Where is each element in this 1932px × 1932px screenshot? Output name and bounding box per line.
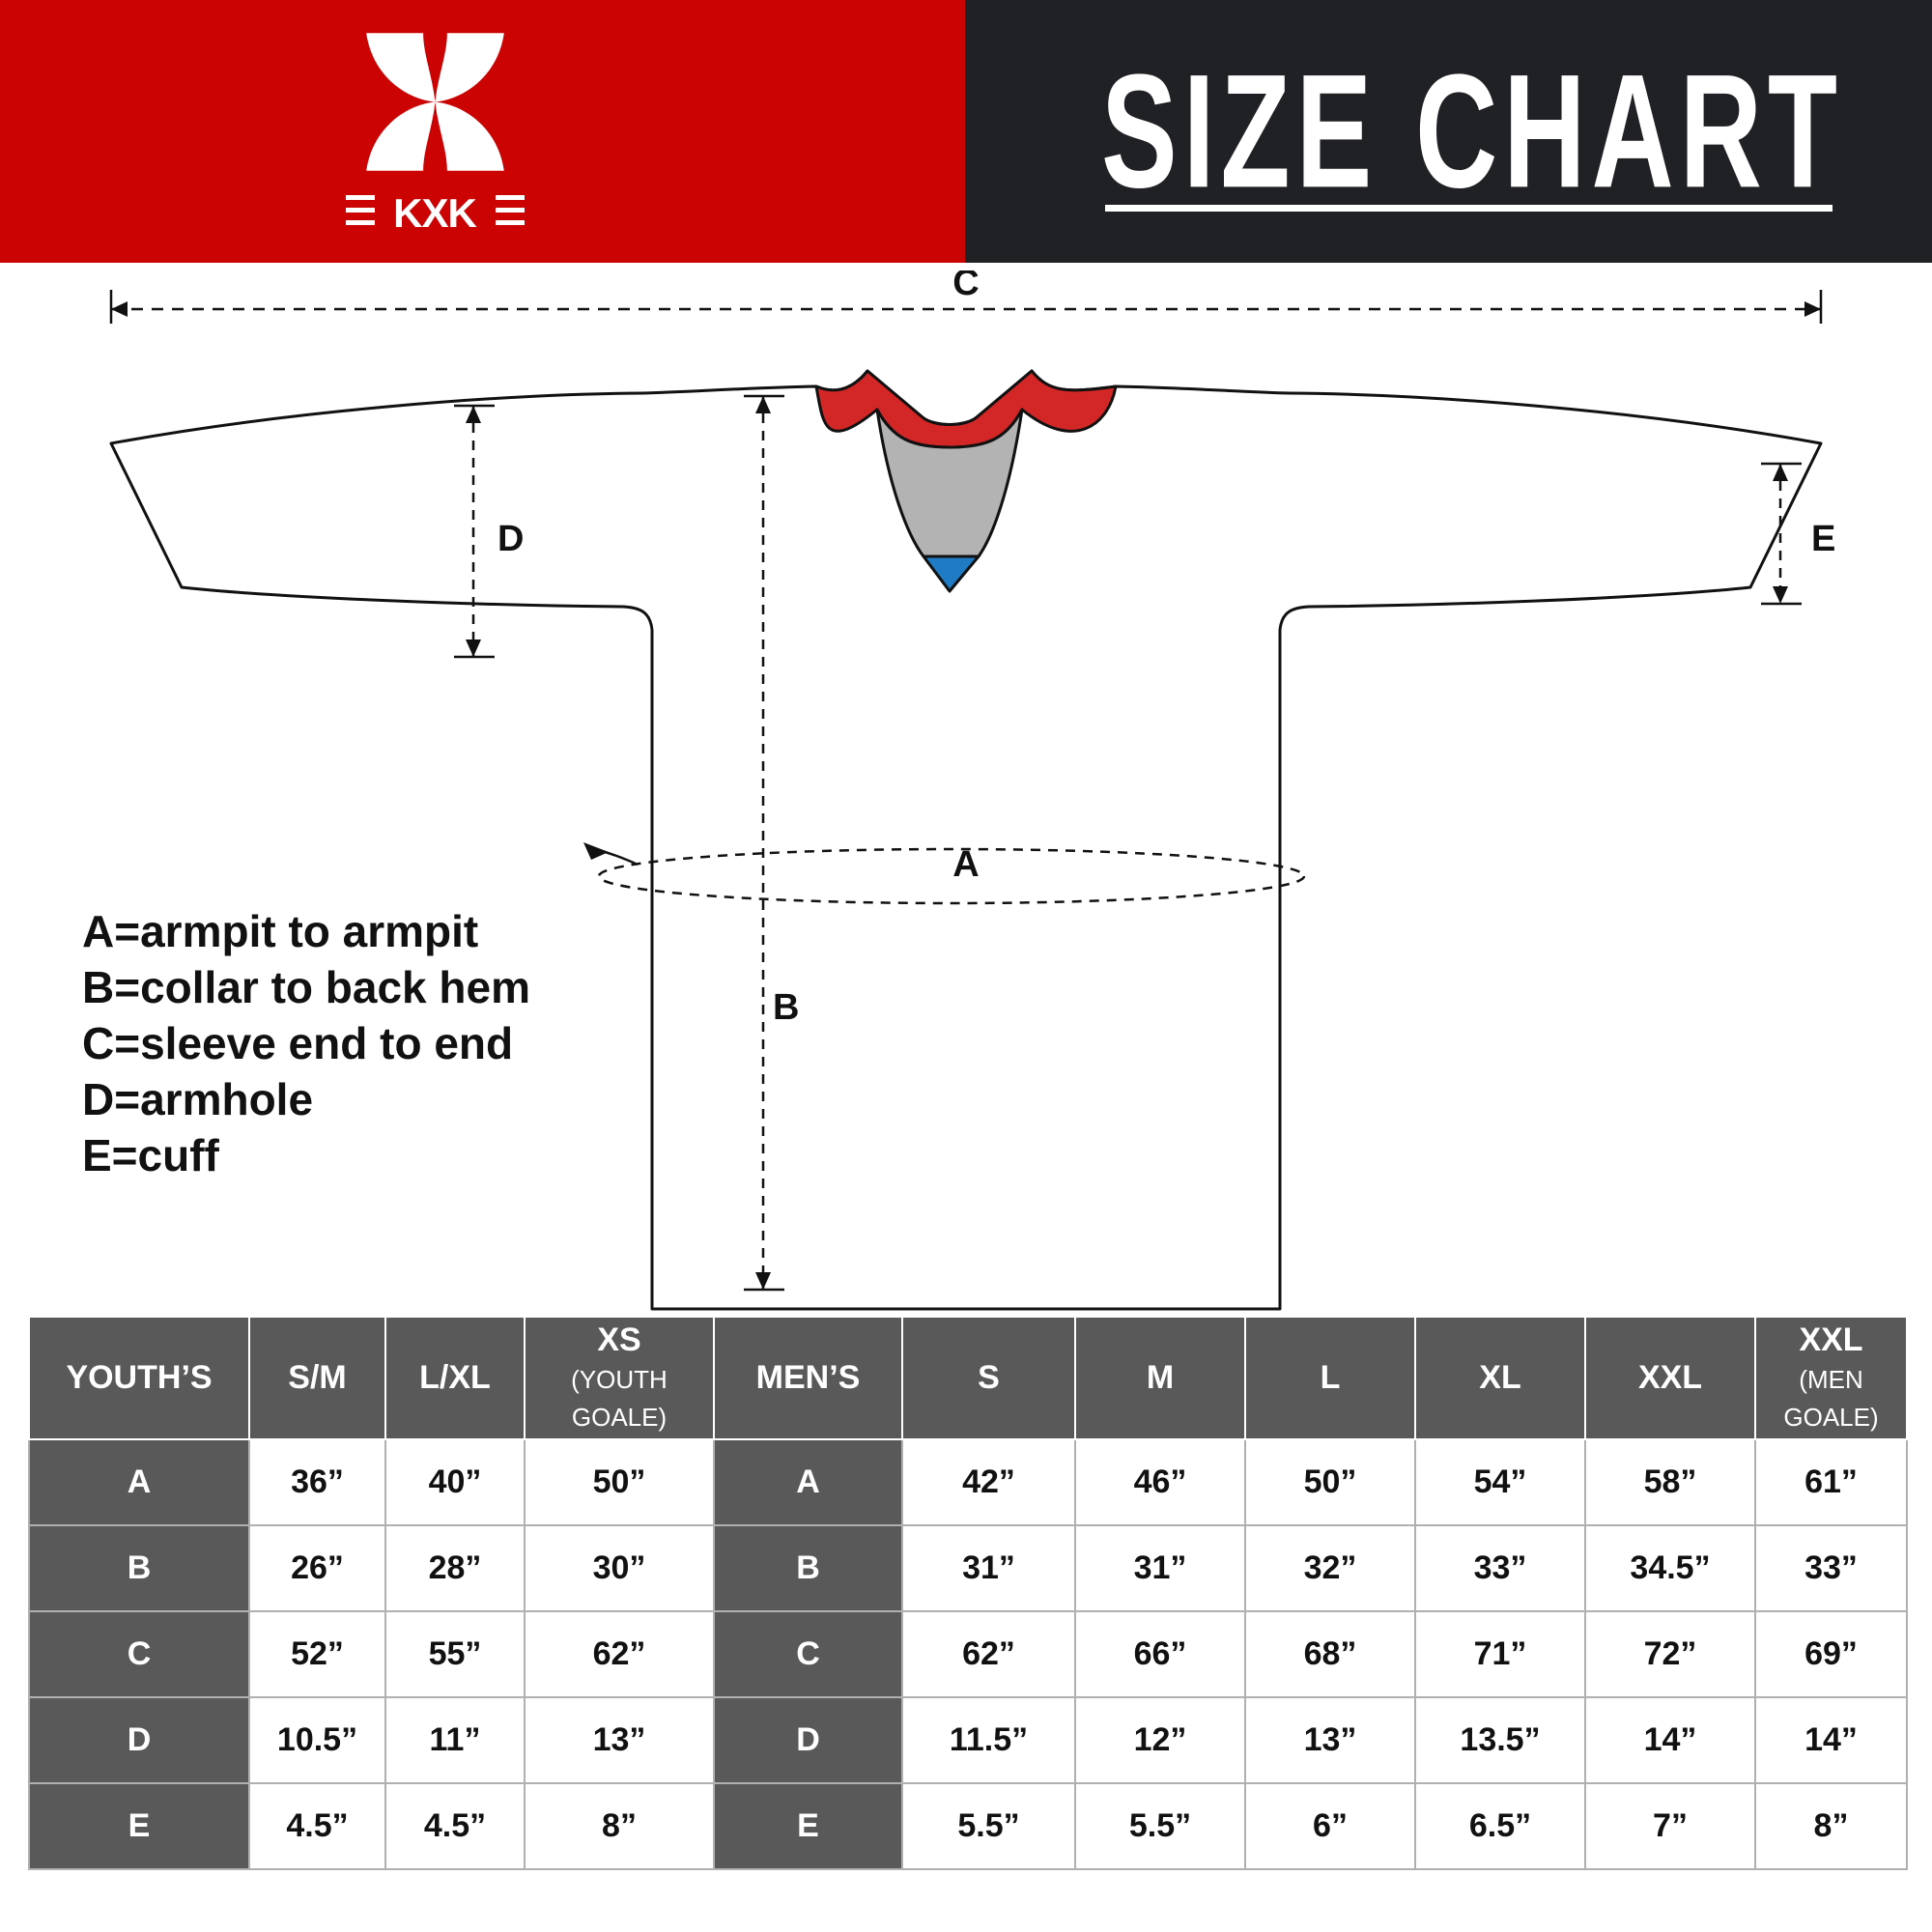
svg-text:C=sleeve end to end: C=sleeve end to end [82, 1018, 513, 1068]
svg-text:B: B [773, 987, 799, 1028]
svg-text:A: A [952, 844, 979, 885]
svg-text:A=armpit to armpit: A=armpit to armpit [82, 906, 478, 956]
svg-text:E: E [1811, 519, 1835, 559]
svg-text:C: C [952, 270, 979, 303]
svg-text:B=collar to back hem: B=collar to back hem [82, 962, 530, 1012]
svg-text:D: D [497, 519, 524, 559]
svg-text:KXK: KXK [393, 190, 476, 233]
svg-text:E=cuff: E=cuff [82, 1130, 220, 1180]
svg-text:D=armhole: D=armhole [82, 1074, 313, 1124]
